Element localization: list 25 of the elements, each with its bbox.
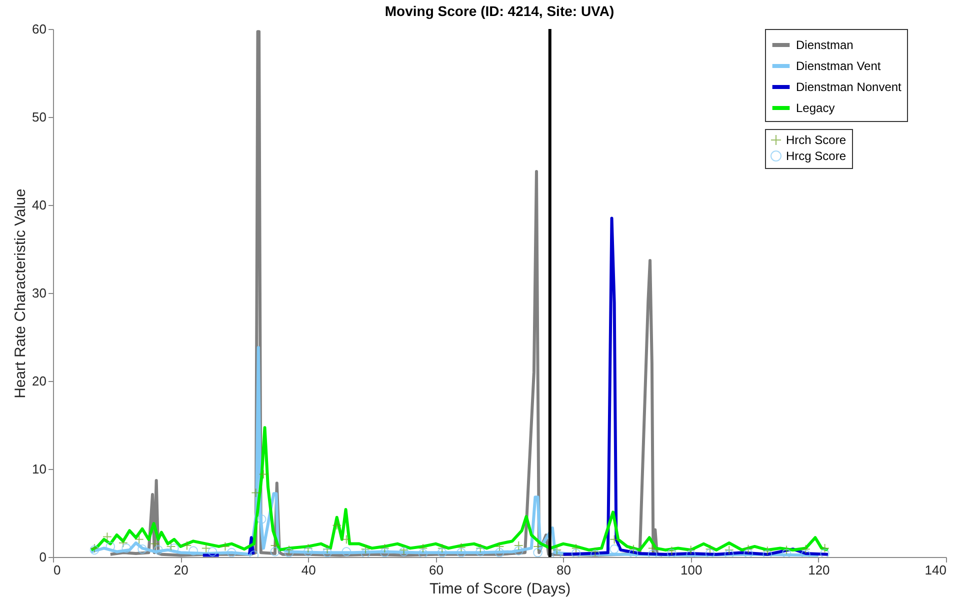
x-tick-label: 60 [428, 562, 444, 578]
y-tick-label: 0 [39, 550, 46, 564]
x-axis-title: Time of Score (Days) [429, 580, 571, 598]
legend-label: Dienstman Nonvent [796, 80, 902, 94]
line-series [90, 426, 830, 552]
x-tick-label: 120 [808, 562, 830, 578]
x-tick-label: 40 [301, 562, 316, 578]
legend-label: Dienstman [796, 38, 854, 52]
x-tick-label: 140 [924, 562, 946, 578]
legend-label: Hrcg Score [786, 149, 846, 163]
y-axis-title: Heart Rate Characteristic Value [12, 188, 30, 398]
y-tick-label: 50 [32, 110, 46, 124]
x-tick-label: 20 [174, 562, 188, 578]
legend-label: Hrch Score [786, 133, 846, 147]
legend-label: Legacy [796, 101, 835, 115]
chart-title: Moving Score (ID: 4214, Site: UVA) [384, 3, 614, 19]
x-tick-label: 100 [680, 562, 702, 578]
legend-label: Dienstman Vent [796, 59, 882, 73]
x-tick-label: 80 [556, 562, 572, 578]
x-tick-label: 0 [54, 562, 61, 578]
y-tick-label: 20 [32, 374, 46, 388]
y-tick-label: 60 [32, 22, 46, 36]
y-tick-label: 30 [32, 286, 46, 300]
y-tick-label: 40 [32, 198, 46, 212]
y-tick-label: 10 [32, 462, 46, 476]
